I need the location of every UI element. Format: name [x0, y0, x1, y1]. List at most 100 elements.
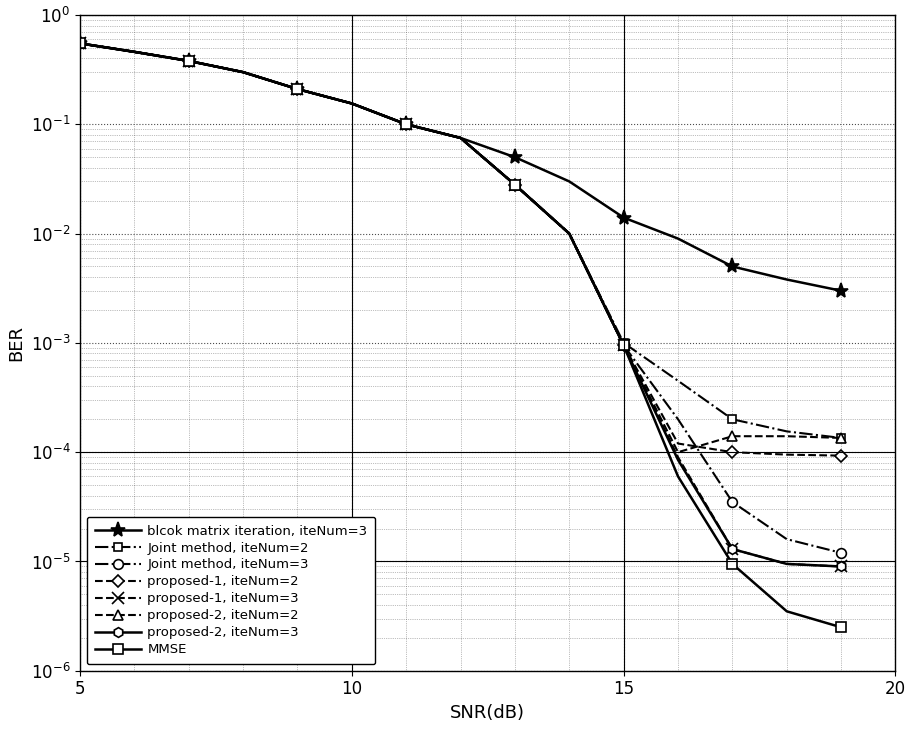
MMSE	[835, 623, 846, 631]
proposed-2, iteNum=3	[727, 545, 738, 553]
proposed-1, iteNum=2	[184, 57, 194, 66]
proposed-2, iteNum=2	[237, 68, 248, 77]
Joint method, iteNum=3	[564, 229, 575, 238]
blcok matrix iteration, iteNum=3	[835, 286, 846, 295]
Joint method, iteNum=3	[835, 548, 846, 557]
blcok matrix iteration, iteNum=3	[292, 85, 303, 93]
proposed-1, iteNum=3	[727, 545, 738, 553]
proposed-1, iteNum=3	[292, 85, 303, 93]
Joint method, iteNum=3	[129, 47, 140, 56]
MMSE	[346, 99, 357, 108]
proposed-2, iteNum=2	[184, 57, 194, 66]
Joint method, iteNum=2	[835, 434, 846, 443]
proposed-1, iteNum=3	[184, 57, 194, 66]
blcok matrix iteration, iteNum=3	[455, 133, 466, 142]
proposed-2, iteNum=3	[346, 99, 357, 108]
blcok matrix iteration, iteNum=3	[509, 153, 520, 162]
Joint method, iteNum=3	[237, 68, 248, 77]
blcok matrix iteration, iteNum=3	[564, 177, 575, 186]
proposed-2, iteNum=2	[292, 85, 303, 93]
blcok matrix iteration, iteNum=3	[782, 275, 792, 284]
Joint method, iteNum=3	[346, 99, 357, 108]
proposed-1, iteNum=2	[292, 85, 303, 93]
proposed-1, iteNum=3	[509, 180, 520, 189]
proposed-1, iteNum=2	[75, 39, 86, 47]
X-axis label: SNR(dB): SNR(dB)	[450, 704, 525, 722]
MMSE	[292, 85, 303, 93]
proposed-2, iteNum=2	[727, 432, 738, 440]
blcok matrix iteration, iteNum=3	[618, 214, 629, 222]
Joint method, iteNum=2	[782, 427, 792, 436]
MMSE	[727, 560, 738, 569]
proposed-2, iteNum=3	[564, 229, 575, 238]
Joint method, iteNum=2	[455, 133, 466, 142]
Joint method, iteNum=2	[237, 68, 248, 77]
Joint method, iteNum=2	[292, 85, 303, 93]
proposed-2, iteNum=3	[673, 456, 684, 464]
proposed-1, iteNum=3	[455, 133, 466, 142]
Joint method, iteNum=2	[727, 415, 738, 424]
proposed-1, iteNum=2	[401, 120, 412, 128]
proposed-2, iteNum=3	[509, 180, 520, 189]
Joint method, iteNum=2	[184, 57, 194, 66]
proposed-2, iteNum=2	[618, 341, 629, 350]
proposed-2, iteNum=3	[835, 562, 846, 571]
Joint method, iteNum=3	[727, 498, 738, 507]
blcok matrix iteration, iteNum=3	[129, 47, 140, 56]
blcok matrix iteration, iteNum=3	[237, 68, 248, 77]
Joint method, iteNum=2	[346, 99, 357, 108]
proposed-1, iteNum=3	[75, 39, 86, 47]
Line: MMSE: MMSE	[75, 39, 846, 632]
proposed-1, iteNum=3	[401, 120, 412, 128]
Joint method, iteNum=3	[509, 180, 520, 189]
MMSE	[509, 180, 520, 189]
proposed-2, iteNum=2	[75, 39, 86, 47]
Joint method, iteNum=2	[401, 120, 412, 128]
Y-axis label: BER: BER	[7, 325, 25, 361]
proposed-1, iteNum=2	[835, 451, 846, 460]
MMSE	[129, 47, 140, 56]
MMSE	[564, 229, 575, 238]
MMSE	[782, 607, 792, 616]
proposed-2, iteNum=2	[455, 133, 466, 142]
proposed-2, iteNum=3	[184, 57, 194, 66]
proposed-1, iteNum=3	[564, 229, 575, 238]
proposed-1, iteNum=2	[509, 180, 520, 189]
proposed-2, iteNum=2	[346, 99, 357, 108]
Joint method, iteNum=2	[75, 39, 86, 47]
MMSE	[618, 341, 629, 350]
proposed-1, iteNum=3	[129, 47, 140, 56]
Joint method, iteNum=2	[129, 47, 140, 56]
Line: proposed-2, iteNum=2: proposed-2, iteNum=2	[75, 39, 846, 457]
Joint method, iteNum=3	[782, 535, 792, 544]
Line: proposed-1, iteNum=2: proposed-1, iteNum=2	[76, 39, 845, 460]
Line: proposed-2, iteNum=3: proposed-2, iteNum=3	[75, 39, 846, 572]
MMSE	[673, 472, 684, 481]
proposed-2, iteNum=2	[673, 448, 684, 456]
proposed-1, iteNum=3	[237, 68, 248, 77]
Joint method, iteNum=2	[673, 376, 684, 385]
Legend: blcok matrix iteration, iteNum=3, Joint method, iteNum=2, Joint method, iteNum=3: blcok matrix iteration, iteNum=3, Joint …	[87, 517, 375, 664]
proposed-2, iteNum=2	[835, 434, 846, 443]
proposed-1, iteNum=2	[455, 133, 466, 142]
Line: Joint method, iteNum=2: Joint method, iteNum=2	[76, 39, 845, 442]
proposed-2, iteNum=3	[237, 68, 248, 77]
Joint method, iteNum=2	[618, 338, 629, 347]
proposed-1, iteNum=2	[237, 68, 248, 77]
MMSE	[237, 68, 248, 77]
Joint method, iteNum=3	[292, 85, 303, 93]
Line: Joint method, iteNum=3: Joint method, iteNum=3	[75, 39, 846, 558]
Joint method, iteNum=3	[401, 120, 412, 128]
proposed-2, iteNum=2	[509, 180, 520, 189]
proposed-1, iteNum=2	[346, 99, 357, 108]
blcok matrix iteration, iteNum=3	[75, 39, 86, 47]
blcok matrix iteration, iteNum=3	[401, 120, 412, 128]
MMSE	[455, 133, 466, 142]
proposed-2, iteNum=2	[564, 229, 575, 238]
proposed-2, iteNum=3	[129, 47, 140, 56]
proposed-1, iteNum=3	[835, 562, 846, 571]
Joint method, iteNum=3	[455, 133, 466, 142]
Line: proposed-1, iteNum=3: proposed-1, iteNum=3	[74, 37, 847, 573]
blcok matrix iteration, iteNum=3	[673, 234, 684, 243]
blcok matrix iteration, iteNum=3	[184, 57, 194, 66]
